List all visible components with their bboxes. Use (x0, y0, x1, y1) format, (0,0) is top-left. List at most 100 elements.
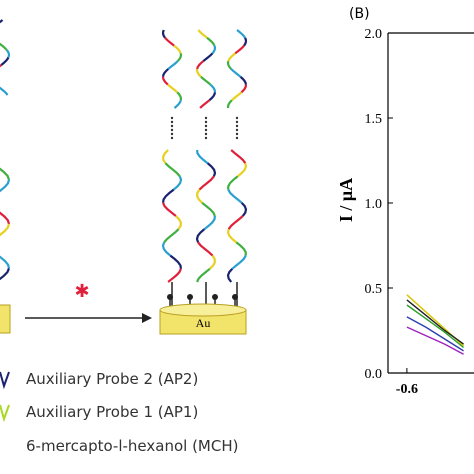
strand (203, 215, 217, 231)
strand (197, 241, 214, 257)
strand (163, 228, 180, 244)
legend-text: Auxiliary Probe 2 (AP2) (26, 370, 198, 388)
strand (196, 267, 211, 283)
electrode-left (0, 304, 11, 334)
y-axis-label: I / μA (336, 178, 356, 222)
strand (161, 242, 172, 257)
series-line (406, 299, 464, 345)
dots (170, 136, 174, 140)
strand (173, 99, 182, 109)
strand (0, 179, 11, 193)
dots (204, 120, 208, 124)
strand (161, 68, 169, 78)
arrow-head (142, 313, 152, 323)
strand (0, 255, 11, 269)
mch-head (187, 294, 193, 300)
strand (226, 61, 232, 70)
x-tick-label: -0.6 (396, 382, 418, 397)
strand (234, 44, 245, 55)
strand (208, 92, 217, 102)
dots (235, 136, 239, 140)
strand (227, 52, 236, 62)
strand (199, 99, 211, 109)
strand (240, 202, 248, 217)
target-star: ✱ (74, 281, 89, 302)
strand (231, 255, 247, 270)
dots (235, 116, 239, 120)
strand (0, 19, 4, 24)
series-line (406, 326, 464, 355)
series-line (406, 316, 464, 352)
strand (0, 223, 11, 237)
legend-text: Auxiliary Probe 1 (AP1) (26, 403, 198, 421)
strand (175, 215, 182, 230)
strand (164, 162, 181, 178)
strand (206, 162, 217, 177)
electrode-label: Au (196, 316, 211, 330)
y-tick-label: 1.0 (365, 197, 383, 212)
strand (227, 215, 244, 230)
dots (170, 120, 174, 124)
dots (235, 128, 239, 132)
dots (204, 136, 208, 140)
strand (226, 228, 238, 244)
strand (167, 60, 179, 70)
strand (172, 176, 183, 191)
strand (211, 45, 217, 55)
strand (0, 86, 9, 96)
strand (5, 49, 11, 58)
dots (170, 124, 174, 128)
dots (170, 128, 174, 132)
strand (195, 149, 209, 165)
strand (161, 188, 175, 203)
strand (239, 75, 248, 85)
strand (162, 149, 169, 164)
strand (176, 91, 183, 101)
strand (209, 83, 217, 93)
strand (206, 36, 216, 47)
dots (204, 116, 208, 120)
strand (197, 29, 208, 39)
strand (0, 211, 11, 225)
strand (0, 267, 10, 281)
dots (235, 124, 239, 128)
strand (236, 162, 248, 178)
strand (176, 53, 183, 62)
dots (235, 120, 239, 124)
chart: 0.0 0.5 1.0 1.5 2.0 -0.6 (365, 27, 474, 397)
strand (0, 167, 11, 180)
strand (235, 241, 247, 256)
strand (167, 268, 182, 283)
series-line (406, 304, 464, 349)
legend-icon (0, 371, 10, 390)
strand (201, 201, 216, 217)
dots (204, 124, 208, 128)
mch-head (232, 294, 238, 300)
strand (196, 60, 204, 70)
y-tick-label: 2.0 (365, 27, 383, 42)
strand (169, 254, 183, 269)
strand (243, 37, 248, 47)
strand (240, 84, 248, 94)
strand (231, 91, 243, 102)
strand (164, 37, 175, 47)
strand (167, 83, 179, 94)
strand (195, 228, 206, 243)
mch-head (167, 294, 173, 300)
strand (200, 75, 212, 86)
mch-head (212, 294, 218, 300)
strand (209, 255, 216, 270)
dots (170, 116, 174, 120)
strand (198, 175, 215, 191)
electrode-top (159, 303, 247, 317)
strand (195, 68, 202, 78)
y-tick-label: 0.5 (365, 282, 383, 297)
strand (226, 268, 234, 283)
panel-label: (B) (349, 6, 370, 22)
dots (170, 132, 174, 136)
strand (161, 76, 169, 86)
strand (226, 99, 233, 109)
strand (196, 189, 203, 204)
dots (204, 132, 208, 136)
strand (227, 189, 243, 204)
